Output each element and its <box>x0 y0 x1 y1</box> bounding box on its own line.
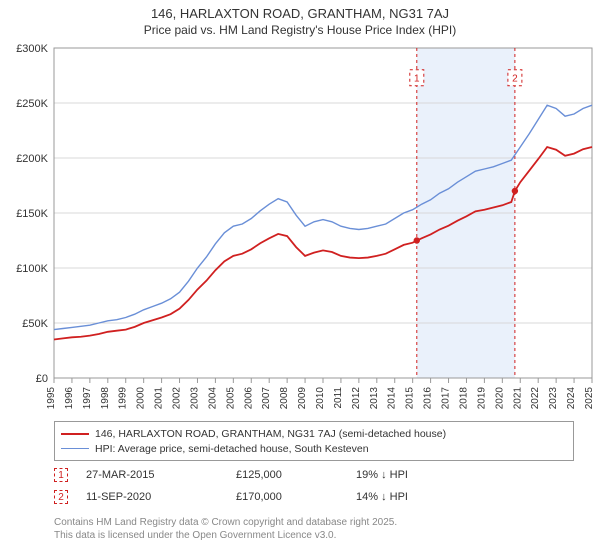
svg-text:1: 1 <box>414 74 420 85</box>
svg-text:2007: 2007 <box>261 387 272 410</box>
svg-text:2010: 2010 <box>315 387 326 410</box>
svg-text:£250K: £250K <box>16 98 48 110</box>
svg-text:2000: 2000 <box>136 387 147 410</box>
legend-item: 146, HARLAXTON ROAD, GRANTHAM, NG31 7AJ … <box>61 426 567 441</box>
chart-area: £0 £50K £100K £150K £200K £250K £300K 1995 1996 1… <box>0 40 600 415</box>
svg-text:2024: 2024 <box>566 387 577 410</box>
svg-text:2004: 2004 <box>207 387 218 410</box>
legend-label: 146, HARLAXTON ROAD, GRANTHAM, NG31 7AJ … <box>95 428 446 440</box>
svg-text:2019: 2019 <box>476 387 487 410</box>
table-row: 2 11-SEP-2020 £170,000 14% ↓ HPI <box>54 486 574 508</box>
svg-text:2020: 2020 <box>494 387 505 410</box>
svg-text:2005: 2005 <box>225 387 236 410</box>
chart-title: 146, HARLAXTON ROAD, GRANTHAM, NG31 7AJ <box>0 0 600 23</box>
svg-text:2011: 2011 <box>333 387 344 409</box>
svg-text:2021: 2021 <box>512 387 523 410</box>
svg-text:2014: 2014 <box>387 387 398 410</box>
svg-text:1997: 1997 <box>82 387 93 410</box>
legend-label: HPI: Average price, semi-detached house,… <box>95 443 369 455</box>
figure: 146, HARLAXTON ROAD, GRANTHAM, NG31 7AJ … <box>0 0 600 560</box>
svg-text:2009: 2009 <box>297 387 308 410</box>
svg-text:2017: 2017 <box>441 387 452 410</box>
svg-text:2023: 2023 <box>548 387 559 410</box>
footer-line: Contains HM Land Registry data © Crown c… <box>54 516 397 529</box>
sales-table: 1 27-MAR-2015 £125,000 19% ↓ HPI 2 11-SE… <box>54 464 574 508</box>
svg-text:2025: 2025 <box>584 387 595 410</box>
marker-badge: 1 <box>54 468 68 482</box>
sale-date: 27-MAR-2015 <box>86 469 236 481</box>
line-chart-svg: £0 £50K £100K £150K £200K £250K £300K 1995 1996 1… <box>0 40 600 415</box>
svg-text:£0: £0 <box>36 373 48 385</box>
attribution: Contains HM Land Registry data © Crown c… <box>54 516 397 542</box>
svg-text:2016: 2016 <box>423 387 434 410</box>
svg-text:£100K: £100K <box>16 263 48 275</box>
sale-date: 11-SEP-2020 <box>86 491 236 503</box>
svg-text:2015: 2015 <box>405 387 416 410</box>
sale-price: £125,000 <box>236 469 356 481</box>
svg-text:2001: 2001 <box>154 387 165 410</box>
svg-text:2018: 2018 <box>458 387 469 410</box>
sale-hpi-diff: 19% ↓ HPI <box>356 469 476 481</box>
svg-text:2008: 2008 <box>279 387 290 410</box>
svg-text:£50K: £50K <box>22 318 48 330</box>
svg-text:£200K: £200K <box>16 153 48 165</box>
legend-swatch <box>61 448 89 449</box>
legend: 146, HARLAXTON ROAD, GRANTHAM, NG31 7AJ … <box>54 421 574 461</box>
sale-hpi-diff: 14% ↓ HPI <box>356 491 476 503</box>
svg-text:1998: 1998 <box>100 387 111 410</box>
svg-text:2022: 2022 <box>530 387 541 410</box>
svg-text:2013: 2013 <box>369 387 380 410</box>
legend-item: HPI: Average price, semi-detached house,… <box>61 441 567 456</box>
table-row: 1 27-MAR-2015 £125,000 19% ↓ HPI <box>54 464 574 486</box>
svg-text:2006: 2006 <box>243 387 254 410</box>
legend-swatch <box>61 433 89 435</box>
svg-text:£300K: £300K <box>16 43 48 55</box>
footer-line: This data is licensed under the Open Gov… <box>54 529 397 542</box>
svg-text:1999: 1999 <box>118 387 129 410</box>
svg-text:2003: 2003 <box>189 387 200 410</box>
chart-subtitle: Price paid vs. HM Land Registry's House … <box>0 23 600 41</box>
svg-text:2002: 2002 <box>172 387 183 410</box>
svg-text:1995: 1995 <box>46 387 57 410</box>
marker-badge: 2 <box>54 490 68 504</box>
svg-text:2012: 2012 <box>351 387 362 410</box>
svg-text:£150K: £150K <box>16 208 48 220</box>
svg-text:2: 2 <box>512 74 518 85</box>
svg-text:1996: 1996 <box>64 387 75 410</box>
sale-price: £170,000 <box>236 491 356 503</box>
